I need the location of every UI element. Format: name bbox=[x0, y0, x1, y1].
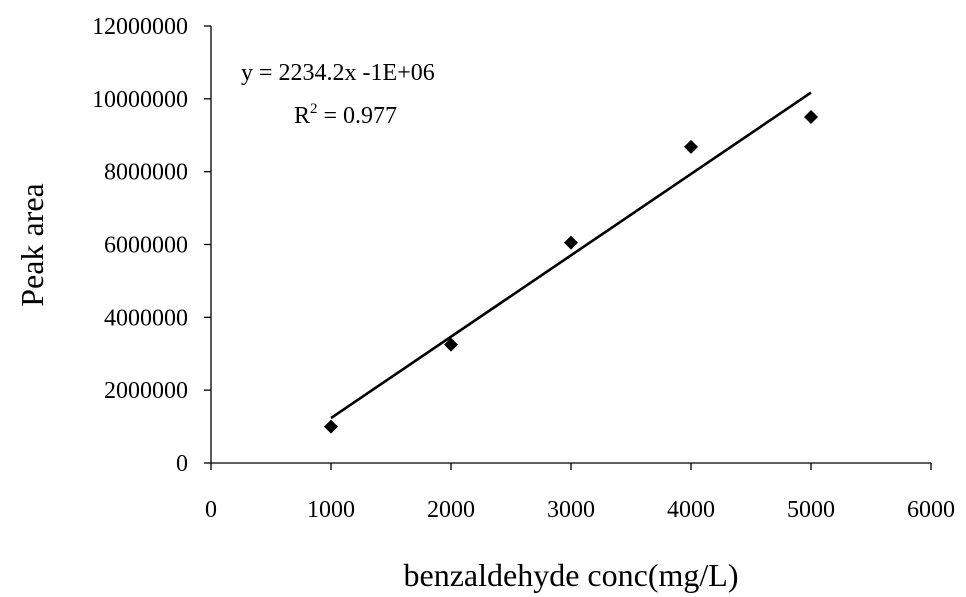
r-squared-value: = 0.977 bbox=[318, 103, 398, 129]
y-tick-label: 10000000 bbox=[92, 87, 188, 113]
trendline bbox=[330, 91, 812, 420]
data-point bbox=[444, 337, 458, 352]
data-point bbox=[684, 139, 698, 154]
x-tick-label: 4000 bbox=[667, 497, 715, 523]
trendline-group bbox=[330, 91, 812, 420]
y-tick-label: 12000000 bbox=[92, 14, 188, 40]
y-tick-label: 8000000 bbox=[104, 160, 188, 186]
equation-label: y = 2234.2x -1E+06 bbox=[241, 60, 435, 86]
r-squared-label: R2 = 0.977 bbox=[294, 101, 397, 129]
x-tick-label: 5000 bbox=[787, 497, 835, 523]
ticks bbox=[204, 25, 932, 470]
y-axis-title: Peak area bbox=[14, 183, 50, 306]
x-tick-label: 6000 bbox=[907, 497, 955, 523]
r-squared-exponent: 2 bbox=[310, 101, 318, 117]
x-tick-label: 1000 bbox=[307, 497, 355, 523]
data-points bbox=[324, 110, 818, 434]
y-tick-label: 4000000 bbox=[104, 305, 188, 331]
tick-labels: 0 2000000 4000000 6000000 8000000 10000000 120… bbox=[92, 14, 955, 523]
x-tick-label: 0 bbox=[205, 497, 217, 523]
y-tick-label: 2000000 bbox=[104, 378, 188, 404]
y-tick-label: 6000000 bbox=[104, 233, 188, 259]
y-tick-label: 0 bbox=[176, 451, 188, 477]
x-tick-label: 3000 bbox=[547, 497, 595, 523]
r-squared-prefix: R bbox=[294, 103, 310, 129]
x-tick-label: 2000 bbox=[427, 497, 475, 523]
data-point bbox=[324, 419, 338, 434]
data-point bbox=[564, 235, 578, 250]
x-axis-title: benzaldehyde conc(mg/L) bbox=[404, 557, 739, 593]
data-point bbox=[804, 110, 818, 125]
